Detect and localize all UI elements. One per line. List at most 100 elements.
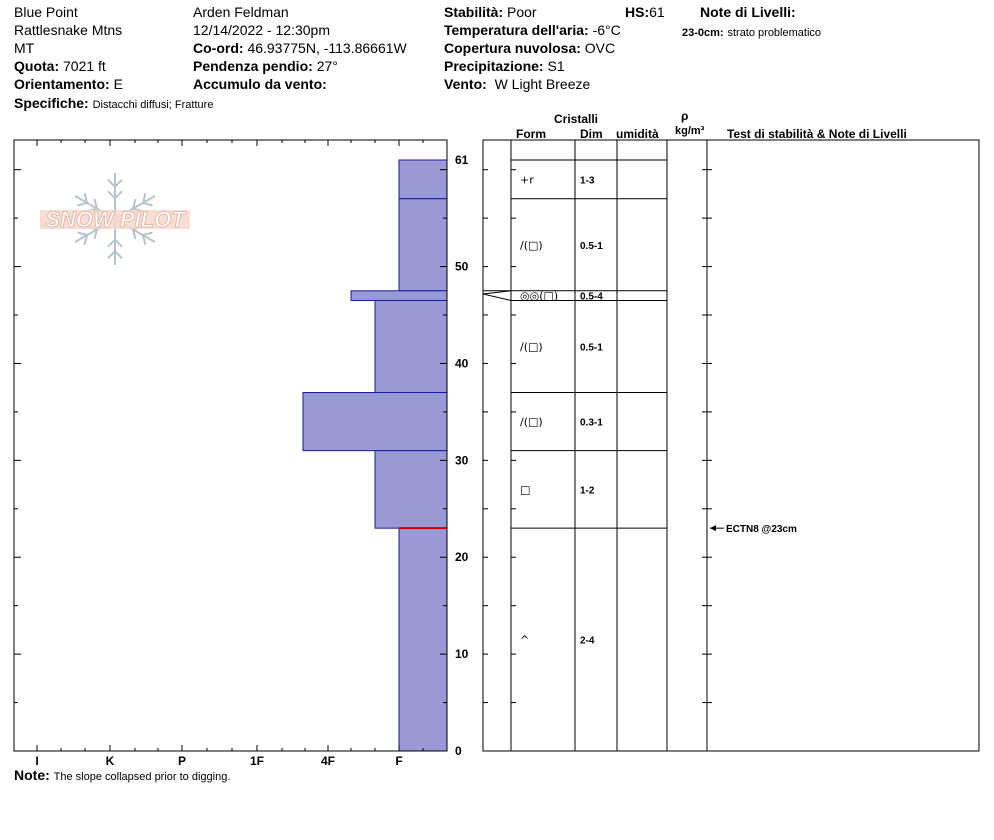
flake-branch	[142, 201, 153, 207]
flake-branch	[114, 238, 123, 248]
stability-label: Stabilità:	[444, 4, 504, 20]
note-label: Note:	[14, 767, 50, 783]
flake-branch	[83, 192, 89, 204]
plot-frame	[13, 139, 448, 752]
flake-branch	[114, 250, 123, 259]
grain-size: 0.3-1	[580, 418, 603, 429]
range: Rattlesnake Mtns	[14, 22, 123, 38]
elevation: Quota: 7021 ft	[14, 58, 106, 74]
precip-label: Precipitazione:	[444, 58, 544, 74]
layer-note-text: strato problematico	[727, 27, 822, 39]
x-tick-label: I	[35, 754, 38, 768]
layer-bar	[374, 450, 448, 529]
form-header: Form	[516, 127, 546, 141]
hs-label: HS:	[625, 4, 650, 20]
grain-size: 2-4	[580, 636, 595, 647]
specifics-label: Specifiche:	[14, 95, 89, 111]
flake-branch	[77, 201, 88, 207]
flake-branch	[114, 190, 123, 200]
y-tick-label: 20	[455, 550, 469, 564]
connector	[482, 293, 512, 301]
observer: Arden Feldman	[193, 4, 289, 20]
grain-size: 0.5-4	[580, 292, 603, 303]
coord-value: 46.93775N, -113.86661W	[247, 40, 407, 56]
flake-branch	[77, 231, 88, 237]
grain-form: /(□)	[520, 239, 543, 252]
flake-branch	[107, 250, 116, 259]
moisture-header: umidità	[616, 127, 659, 141]
y-tick-label: 50	[455, 260, 469, 274]
grain-size: 1-3	[580, 175, 595, 186]
layer-bar	[398, 527, 448, 752]
y-tick-label: 61	[455, 153, 469, 167]
connector	[482, 290, 512, 295]
layer-bar	[374, 299, 448, 394]
coordinates: Co-ord: 46.93775N, -113.86661W	[193, 40, 407, 56]
logo-text: SNOW PILOT	[45, 207, 186, 232]
flake-branch	[107, 179, 116, 188]
air-temp-value: -6°C	[592, 22, 621, 38]
grain-size: 0.5-1	[580, 343, 603, 354]
aspect-value: E	[113, 76, 123, 92]
wind: Vento: W Light Breeze	[444, 76, 590, 92]
flake-branch	[141, 234, 147, 246]
elevation-label: Quota:	[14, 58, 60, 74]
wind-loading: Accumulo da vento:	[193, 76, 327, 92]
datetime: 12/14/2022 - 12:30pm	[193, 22, 330, 38]
slope-value: 27°	[316, 58, 338, 74]
test-arrow-head	[710, 525, 716, 532]
flake-branch	[131, 198, 137, 209]
y-tick-label: 0	[455, 744, 462, 758]
sky-label: Copertura nuvolosa:	[444, 40, 581, 56]
slope-label: Pendenza pendio:	[193, 58, 313, 74]
logo-band	[40, 210, 190, 229]
specifics-value: Distacchi diffusi; Fratture	[92, 99, 214, 111]
location: Blue Point	[14, 4, 78, 20]
state: MT	[14, 40, 35, 56]
stability: Stabilità: Poor	[444, 4, 537, 20]
flake-branch	[107, 190, 116, 200]
layer-bar	[302, 392, 448, 452]
flake-branch	[83, 234, 89, 246]
test-label: ECTN8 @23cm	[726, 524, 797, 535]
y-tick-label: 30	[455, 453, 469, 467]
wind-value: W Light Breeze	[494, 76, 591, 92]
flake-branch	[142, 231, 153, 237]
flake-branch	[107, 238, 116, 248]
x-tick-label: F	[395, 754, 402, 768]
tests-header: Test di stabilità & Note di Livelli	[727, 127, 907, 141]
elevation-value: 7021 ft	[63, 58, 106, 74]
grain-form: ◎◎(□)	[520, 290, 558, 303]
grain-form: +r	[520, 173, 534, 186]
flake-branch	[93, 198, 99, 209]
flake-branch	[114, 179, 123, 188]
layer-bar	[350, 290, 448, 301]
flake-branch	[93, 229, 99, 240]
coord-label: Co-ord:	[193, 40, 244, 56]
grain-form: □	[520, 483, 530, 496]
rho-header: ρ	[681, 109, 689, 123]
layer-notes-title: Note di Livelli:	[700, 4, 796, 20]
hs-value: 61	[649, 4, 665, 20]
stability-value: Poor	[507, 4, 537, 20]
note-text: The slope collapsed prior to digging.	[53, 771, 231, 783]
size-header: Dim	[580, 127, 603, 141]
precip-value: S1	[547, 58, 565, 74]
x-tick-label: K	[106, 754, 115, 768]
snowpilot-logo: SNOW PILOT	[40, 173, 190, 265]
wind-label: Vento:	[444, 76, 487, 92]
air-temp: Temperatura dell'aria: -6°C	[444, 22, 621, 38]
grain-size: 0.5-1	[580, 241, 603, 252]
y-tick-label: 10	[455, 647, 469, 661]
flake-branch	[131, 229, 137, 240]
wind-loading-label: Accumulo da vento:	[193, 76, 327, 92]
slope: Pendenza pendio: 27°	[193, 58, 338, 74]
footer-note: Note: The slope collapsed prior to diggi…	[14, 767, 230, 785]
snow-height: HS:61	[625, 4, 665, 20]
grain-form: /(□)	[520, 341, 543, 354]
x-tick-label: 4F	[321, 754, 335, 768]
grain-size: 1-2	[580, 485, 595, 496]
layer-note-depth: 23-0cm:	[682, 27, 724, 39]
y-tick-label: 40	[455, 356, 469, 370]
